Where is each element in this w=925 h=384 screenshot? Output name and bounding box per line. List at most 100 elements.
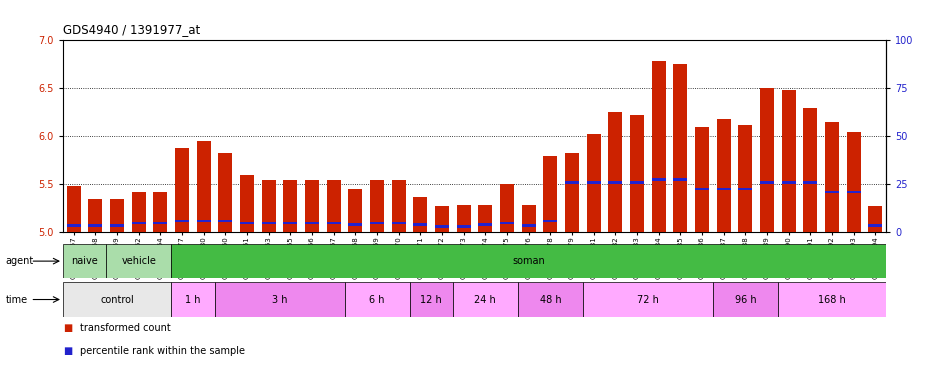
Bar <box>457 205 471 232</box>
Bar <box>717 119 731 232</box>
Text: GDS4940 / 1391977_at: GDS4940 / 1391977_at <box>63 23 200 36</box>
Bar <box>500 222 514 224</box>
Bar <box>391 222 406 224</box>
Bar <box>370 222 384 224</box>
Bar <box>106 244 171 278</box>
Bar <box>803 181 818 184</box>
Text: 24 h: 24 h <box>475 295 496 305</box>
Bar <box>63 282 171 317</box>
Bar <box>825 191 839 193</box>
Bar <box>609 181 623 184</box>
Bar <box>262 222 276 224</box>
Bar <box>565 181 579 184</box>
Bar <box>846 191 860 193</box>
Bar <box>586 134 600 232</box>
Bar <box>630 115 644 232</box>
Bar <box>197 141 211 232</box>
Text: naive: naive <box>71 256 98 266</box>
Bar <box>673 64 687 232</box>
Text: 168 h: 168 h <box>818 295 845 305</box>
Bar <box>154 192 167 232</box>
Bar <box>713 282 778 317</box>
Bar <box>305 180 319 232</box>
Text: 3 h: 3 h <box>272 295 288 305</box>
Bar <box>175 220 189 222</box>
Bar <box>283 222 298 224</box>
Bar <box>778 282 886 317</box>
Bar <box>609 112 623 232</box>
Text: 96 h: 96 h <box>734 295 756 305</box>
Text: 48 h: 48 h <box>539 295 561 305</box>
Bar <box>67 186 80 232</box>
Bar <box>522 205 536 232</box>
Bar <box>171 244 886 278</box>
Bar <box>175 148 189 232</box>
Text: control: control <box>100 295 134 305</box>
Bar <box>453 282 518 317</box>
Text: 72 h: 72 h <box>637 295 659 305</box>
Text: percentile rank within the sample: percentile rank within the sample <box>80 346 244 356</box>
Bar <box>478 205 492 232</box>
Bar <box>543 220 558 222</box>
Bar <box>240 175 254 232</box>
Bar <box>522 224 536 227</box>
Bar <box>89 199 103 232</box>
Bar <box>344 282 410 317</box>
Bar <box>67 224 80 227</box>
Bar <box>218 152 232 232</box>
Bar <box>110 224 124 227</box>
Text: 6 h: 6 h <box>369 295 385 305</box>
Bar <box>89 224 103 227</box>
Bar <box>846 131 860 232</box>
Bar <box>413 197 427 232</box>
Text: 1 h: 1 h <box>185 295 201 305</box>
Bar <box>543 156 558 232</box>
Bar <box>240 222 254 224</box>
Bar <box>391 180 406 232</box>
Bar <box>630 181 644 184</box>
Bar <box>457 225 471 228</box>
Bar <box>738 125 752 232</box>
Bar <box>435 207 449 232</box>
Bar <box>131 222 146 224</box>
Bar <box>154 222 167 224</box>
Text: time: time <box>6 295 28 305</box>
Text: soman: soman <box>512 256 545 266</box>
Bar <box>738 188 752 190</box>
Bar <box>695 188 709 190</box>
Bar <box>327 222 340 224</box>
Bar <box>478 223 492 226</box>
Text: vehicle: vehicle <box>121 256 156 266</box>
Bar <box>110 199 124 232</box>
Bar <box>215 282 344 317</box>
Bar <box>565 152 579 232</box>
Bar <box>651 61 666 232</box>
Bar <box>349 223 363 226</box>
Bar <box>782 90 796 232</box>
Bar <box>825 122 839 232</box>
Text: ■: ■ <box>63 323 72 333</box>
Bar <box>197 220 211 222</box>
Bar <box>760 181 774 184</box>
Bar <box>782 181 796 184</box>
Bar <box>131 192 146 232</box>
Bar <box>651 178 666 181</box>
Text: 12 h: 12 h <box>420 295 442 305</box>
Bar <box>717 188 731 190</box>
Bar <box>283 180 298 232</box>
Bar <box>435 225 449 228</box>
Bar <box>518 282 583 317</box>
Bar <box>673 178 687 181</box>
Bar <box>869 224 882 227</box>
Text: ■: ■ <box>63 346 72 356</box>
Bar <box>370 180 384 232</box>
Text: transformed count: transformed count <box>80 323 170 333</box>
Bar <box>218 220 232 222</box>
Bar <box>760 88 774 232</box>
Bar <box>413 223 427 226</box>
Bar <box>63 244 106 278</box>
Bar <box>583 282 713 317</box>
Bar <box>695 127 709 232</box>
Bar <box>349 189 363 232</box>
Bar <box>171 282 215 317</box>
